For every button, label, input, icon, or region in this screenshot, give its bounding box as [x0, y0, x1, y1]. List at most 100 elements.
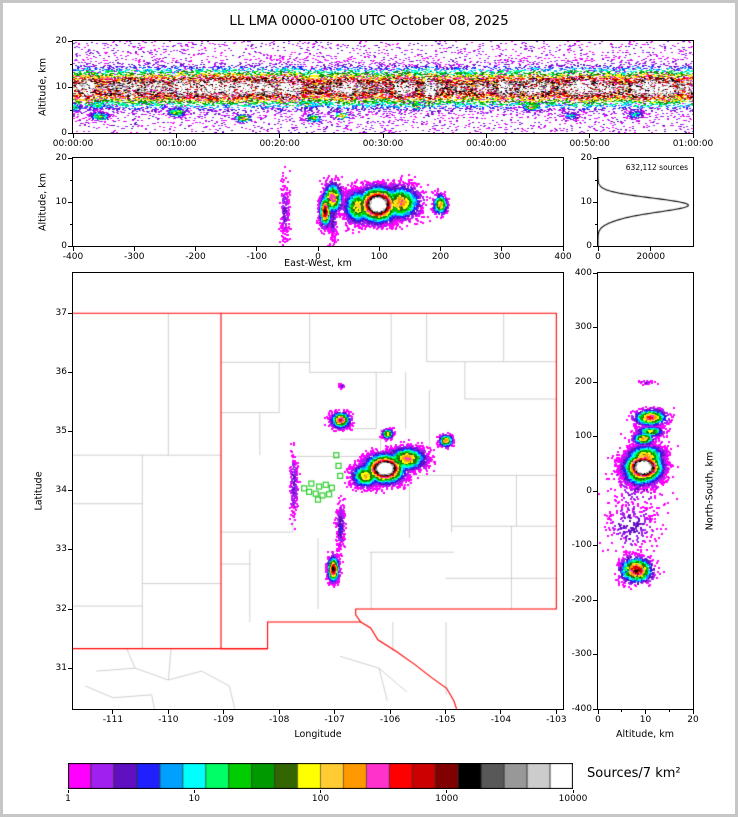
map-plot [72, 272, 564, 710]
tick-mark [593, 599, 597, 601]
tick-label: 200 [574, 376, 592, 387]
tick-mark [593, 272, 597, 274]
tick-label: 00:40:00 [466, 139, 507, 149]
tick-label: 200 [431, 252, 450, 262]
tick-mark [70, 179, 72, 181]
tick-mark [68, 431, 72, 433]
tick-label: -300 [571, 649, 592, 659]
tick-label: 01:00:00 [672, 139, 714, 149]
tick-mark [67, 790, 69, 793]
tick-label: 10 [580, 196, 592, 207]
colorbar-label: Sources/7 km² [587, 766, 681, 781]
tick-label: 100 [311, 794, 330, 804]
tick-label: 0 [61, 127, 67, 138]
north-south-altitude-plot [597, 272, 694, 710]
tick-mark [593, 654, 597, 655]
tick-label: 400 [554, 252, 572, 262]
tick-mark [70, 223, 72, 225]
tick-mark [389, 710, 391, 714]
tick-label: -300 [124, 252, 145, 262]
tick-mark [195, 247, 196, 251]
tick-mark [668, 710, 670, 712]
tick-mark [68, 40, 72, 42]
tick-mark [572, 790, 574, 793]
tick-label: 1 [65, 794, 71, 804]
tick-mark [593, 157, 597, 159]
tick-label: 0 [315, 252, 321, 262]
tick-label: 36 [55, 366, 67, 377]
tick-mark [256, 247, 258, 251]
tick-label: 10000 [558, 794, 588, 804]
tick-label: 00:50:00 [569, 139, 610, 149]
tick-mark [501, 247, 503, 251]
tick-mark [68, 667, 72, 669]
tick-mark [193, 790, 195, 793]
tick-mark [692, 710, 694, 714]
tick-label: -107 [324, 715, 345, 725]
tick-label: 0 [595, 252, 601, 262]
tick-label: 10 [639, 715, 652, 725]
tick-label: -200 [185, 252, 206, 262]
tick-mark [485, 134, 487, 138]
tick-label: 00:30:00 [362, 139, 404, 149]
tick-mark [334, 710, 336, 714]
tick-mark [382, 134, 384, 138]
tick-label: 1000 [435, 794, 459, 804]
tick-label: 33 [55, 544, 67, 555]
tick-label: 20000 [636, 252, 666, 262]
tick-label: -103 [546, 715, 567, 725]
figure-title: LL LMA 0000-0100 UTC October 08, 2025 [229, 13, 509, 29]
tick-mark [133, 247, 135, 251]
tick-mark [68, 490, 72, 492]
colorbar [68, 763, 573, 789]
tick-mark [167, 710, 169, 714]
tick-mark [68, 201, 72, 203]
tick-label: 00:20:00 [259, 139, 300, 149]
tick-label: 300 [574, 322, 592, 332]
tick-mark [500, 710, 502, 714]
tick-mark [589, 134, 591, 138]
tick-mark [320, 790, 321, 793]
tick-mark [593, 490, 597, 492]
tick-mark [68, 157, 72, 159]
tick-mark [72, 247, 74, 251]
tick-label: 400 [574, 267, 592, 278]
tick-mark [593, 436, 597, 437]
tick-mark [68, 371, 72, 373]
tick-label: 10 [188, 794, 200, 804]
tick-mark [595, 179, 597, 181]
tick-label: 00:10:00 [156, 139, 197, 149]
tick-label: -104 [490, 715, 512, 725]
tick-label: 100 [370, 252, 388, 262]
tick-label: 20 [580, 152, 592, 163]
tick-label: -110 [158, 715, 179, 725]
tick-mark [645, 710, 646, 714]
time-height-plot [72, 40, 694, 134]
tick-label: 0 [61, 240, 67, 251]
east-west-altitude-plot [72, 157, 564, 247]
tick-label: -109 [213, 715, 234, 725]
ns-ylabel: North-South, km [704, 451, 716, 531]
tick-label: 0 [586, 485, 592, 496]
tick-label: -100 [571, 540, 592, 550]
tick-mark [597, 247, 599, 251]
tick-mark [279, 134, 281, 138]
tick-mark [68, 608, 72, 610]
tick-label: 20 [687, 715, 699, 725]
tick-label: -108 [268, 715, 290, 725]
tick-label: -106 [379, 715, 401, 725]
tick-label: 00:00:00 [52, 139, 94, 149]
tick-mark [278, 710, 280, 714]
tick-mark [562, 247, 564, 251]
tick-mark [621, 710, 623, 712]
tick-mark [223, 710, 225, 714]
tick-mark [444, 710, 446, 714]
tick-mark [68, 86, 72, 88]
ew-xlabel: East-West, km [284, 258, 352, 269]
tick-mark [597, 710, 599, 714]
tick-mark [593, 245, 597, 247]
tick-mark [70, 63, 72, 65]
tick-mark [175, 134, 177, 138]
map-xlabel: Longitude [294, 729, 342, 740]
